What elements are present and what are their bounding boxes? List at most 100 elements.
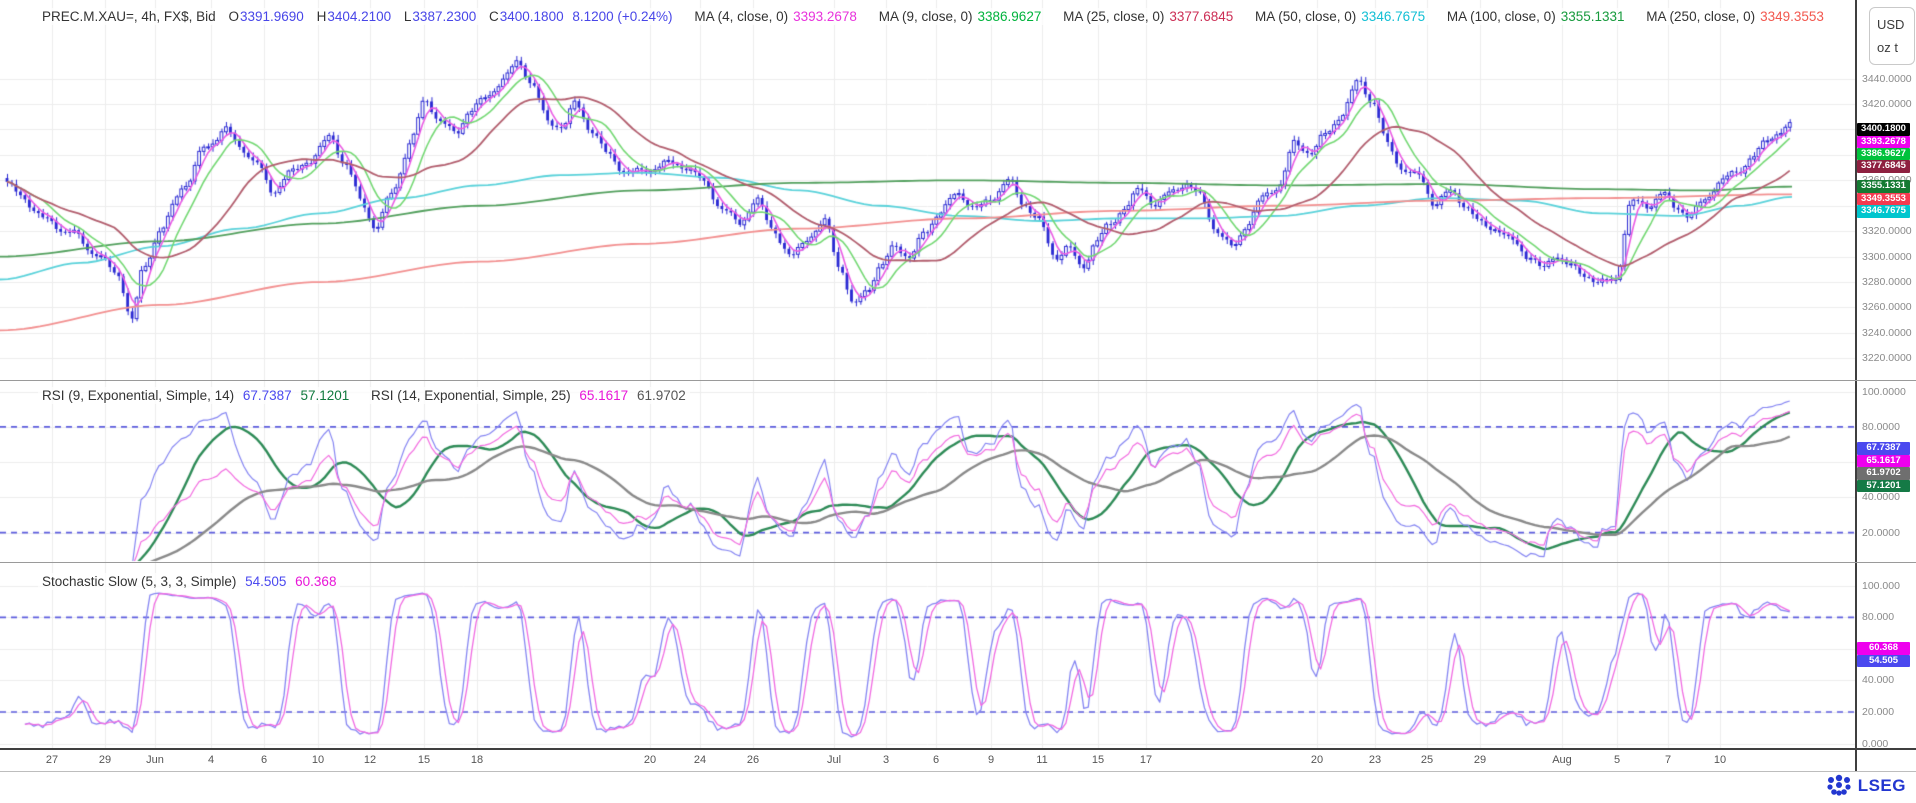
panel-divider-2[interactable] bbox=[0, 562, 1916, 563]
x-tick-label: 17 bbox=[1139, 754, 1153, 766]
x-tick-label: 24 bbox=[693, 754, 707, 766]
x-tick-label: 27 bbox=[45, 754, 59, 766]
x-tick-label: Aug bbox=[1552, 754, 1572, 766]
x-tick-label: Jul bbox=[826, 754, 842, 766]
stoch-k-value: 54.505 bbox=[245, 574, 287, 589]
price-axis-label: 3240.0000 bbox=[1862, 326, 1912, 339]
ma100-value: 3355.1331 bbox=[1560, 9, 1625, 24]
stoch-axis-label: 40.000 bbox=[1862, 674, 1895, 687]
x-tick-label: 29 bbox=[98, 754, 112, 766]
price-badge: 3400.1800 bbox=[1857, 123, 1910, 136]
rsi-axis-label: 40.0000 bbox=[1862, 491, 1900, 504]
close-value: 3400.1800 bbox=[499, 9, 564, 24]
rsi-axis-label: 100.0000 bbox=[1862, 385, 1906, 398]
unit-measure: oz t bbox=[1877, 40, 1898, 55]
ma50-value: 3346.7675 bbox=[1361, 9, 1426, 24]
x-tick-label: 10 bbox=[311, 754, 325, 766]
stoch-badge: 60.368 bbox=[1857, 642, 1910, 655]
lseg-logo-text: LSEG bbox=[1857, 776, 1906, 795]
ma100-legend[interactable]: MA (100, close, 0) 3355.1331 bbox=[1446, 9, 1625, 24]
lseg-logo: LSEG bbox=[1826, 774, 1906, 798]
rsi9-title: RSI (9, Exponential, Simple, 14) bbox=[42, 388, 235, 403]
x-tick-label: 25 bbox=[1420, 754, 1434, 766]
rsi-legend[interactable]: RSI (9, Exponential, Simple, 14) 67.7387… bbox=[38, 387, 690, 404]
rsi-badge: 61.9702 bbox=[1857, 467, 1910, 480]
x-tick-label: 26 bbox=[746, 754, 760, 766]
stochastic-legend[interactable]: Stochastic Slow (5, 3, 3, Simple) 54.505… bbox=[38, 573, 341, 590]
stoch-axis-label: 100.000 bbox=[1862, 579, 1900, 592]
stoch-axis-label: 0.000 bbox=[1862, 737, 1889, 750]
ma250-value: 3349.3553 bbox=[1760, 9, 1824, 24]
x-tick-label: 10 bbox=[1713, 754, 1727, 766]
rsi9-signal-value: 57.1201 bbox=[300, 388, 350, 403]
x-tick-label: Jun bbox=[146, 754, 164, 766]
price-badge: 3386.9627 bbox=[1857, 147, 1910, 161]
chart-canvas[interactable] bbox=[0, 0, 1856, 748]
rsi9-value: 67.7387 bbox=[242, 388, 292, 403]
ma25-legend[interactable]: MA (25, close, 0) 3377.6845 bbox=[1063, 9, 1234, 24]
x-tick-label: 5 bbox=[1613, 754, 1621, 766]
price-axis-label: 3300.0000 bbox=[1862, 250, 1912, 263]
symbol-title[interactable]: PREC.M.XAU=, 4h, FX$, Bid bbox=[42, 9, 216, 24]
price-axis-label: 3260.0000 bbox=[1862, 301, 1912, 314]
low-value: 3387.2300 bbox=[412, 9, 477, 24]
x-tick-label: 15 bbox=[1091, 754, 1105, 766]
ma9-value: 3386.9627 bbox=[977, 9, 1042, 24]
price-badge: 3355.1331 bbox=[1857, 180, 1910, 193]
unit-currency: USD bbox=[1877, 17, 1905, 32]
x-tick-label: 12 bbox=[363, 754, 377, 766]
stoch-title: Stochastic Slow (5, 3, 3, Simple) bbox=[42, 574, 237, 589]
open-value: 3391.9690 bbox=[239, 9, 304, 24]
price-axis-label: 3320.0000 bbox=[1862, 225, 1912, 238]
rsi-badge: 67.7387 bbox=[1857, 442, 1910, 455]
price-axis-label: 3220.0000 bbox=[1862, 352, 1912, 365]
close-label: C bbox=[489, 9, 499, 24]
price-badge: 3346.7675 bbox=[1857, 205, 1910, 218]
change-value: 8.1200 (+0.24%) bbox=[572, 9, 673, 24]
x-tick-label: 18 bbox=[470, 754, 484, 766]
high-value: 3404.2100 bbox=[327, 9, 392, 24]
x-tick-label: 7 bbox=[1664, 754, 1672, 766]
rsi-badge: 65.1617 bbox=[1857, 454, 1910, 468]
x-axis-bottom-line bbox=[0, 771, 1916, 772]
lseg-crest-icon bbox=[1827, 774, 1851, 796]
x-tick-label: 23 bbox=[1368, 754, 1382, 766]
x-axis-line bbox=[0, 748, 1916, 750]
rsi14-signal-value: 61.9702 bbox=[636, 388, 686, 403]
y-axis-line[interactable] bbox=[1855, 0, 1857, 772]
x-tick-label: 6 bbox=[260, 754, 268, 766]
price-axis-label: 3420.0000 bbox=[1862, 97, 1912, 110]
x-tick-label: 20 bbox=[643, 754, 657, 766]
x-tick-label: 15 bbox=[417, 754, 431, 766]
rsi-axis-label: 80.0000 bbox=[1862, 420, 1900, 433]
ma25-value: 3377.6845 bbox=[1169, 9, 1234, 24]
high-label: H bbox=[316, 9, 327, 24]
panel-divider-1[interactable] bbox=[0, 380, 1916, 381]
price-badge: 3349.3553 bbox=[1857, 192, 1910, 206]
x-tick-label: 6 bbox=[932, 754, 940, 766]
x-tick-label: 9 bbox=[987, 754, 995, 766]
ma4-legend[interactable]: MA (4, close, 0) 3393.2678 bbox=[694, 9, 857, 24]
x-tick-label: 29 bbox=[1473, 754, 1487, 766]
price-axis-label: 3440.0000 bbox=[1862, 72, 1912, 85]
price-badge: 3377.6845 bbox=[1857, 160, 1910, 173]
rsi14-value: 65.1617 bbox=[579, 388, 629, 403]
ma50-legend[interactable]: MA (50, close, 0) 3346.7675 bbox=[1255, 9, 1426, 24]
ma4-value: 3393.2678 bbox=[793, 9, 857, 24]
x-tick-label: 4 bbox=[207, 754, 215, 766]
unit-box: USD oz t bbox=[1869, 7, 1915, 65]
x-tick-label: 3 bbox=[882, 754, 890, 766]
x-tick-label: 20 bbox=[1310, 754, 1324, 766]
stoch-badge: 54.505 bbox=[1857, 654, 1910, 668]
stoch-d-value: 60.368 bbox=[295, 574, 337, 589]
price-badge: 3393.2678 bbox=[1857, 135, 1910, 149]
rsi14-title: RSI (14, Exponential, Simple, 25) bbox=[371, 388, 571, 403]
x-tick-label: 11 bbox=[1036, 754, 1048, 766]
price-legend[interactable]: PREC.M.XAU=, 4h, FX$, Bid O3391.9690 H34… bbox=[38, 8, 1828, 25]
ma9-legend[interactable]: MA (9, close, 0) 3386.9627 bbox=[878, 9, 1042, 24]
stoch-axis-label: 80.000 bbox=[1862, 611, 1895, 624]
stoch-axis-label: 20.000 bbox=[1862, 706, 1895, 718]
price-axis-label: 3280.0000 bbox=[1862, 276, 1912, 289]
ma250-legend[interactable]: MA (250, close, 0) 3349.3553 bbox=[1646, 9, 1824, 24]
